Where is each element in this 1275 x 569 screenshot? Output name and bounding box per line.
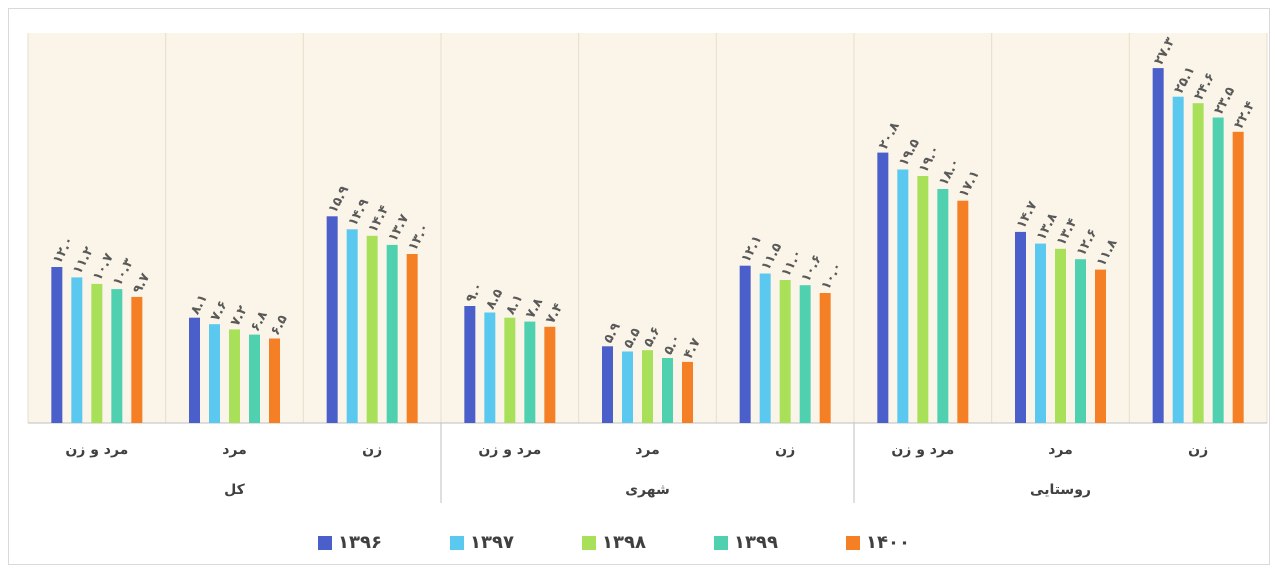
legend-swatch xyxy=(714,536,728,550)
bar xyxy=(111,289,123,423)
bar xyxy=(682,361,693,423)
bar xyxy=(799,285,811,423)
group-label: کل xyxy=(224,482,245,498)
legend-label: ۱۳۹۹ xyxy=(734,532,778,553)
bar xyxy=(1172,96,1184,423)
bar xyxy=(1192,103,1204,423)
x-tick-label: زن xyxy=(775,442,795,458)
bar xyxy=(662,358,673,423)
bar xyxy=(504,317,516,423)
bar xyxy=(326,216,338,423)
bar xyxy=(759,273,771,423)
legend-label: ۱۳۹۷ xyxy=(470,532,514,553)
bar xyxy=(1015,231,1026,423)
bar xyxy=(189,317,200,423)
bar xyxy=(739,265,751,423)
bar xyxy=(406,254,418,423)
bar xyxy=(937,189,949,423)
x-tick-label: مرد xyxy=(1048,442,1073,458)
bar xyxy=(1152,68,1164,423)
legend-swatch xyxy=(318,536,332,550)
bar xyxy=(1212,117,1224,423)
x-tick-label: زن xyxy=(1188,442,1208,458)
legend-swatch xyxy=(582,536,596,550)
legend-label: ۱۳۹۸ xyxy=(602,532,646,553)
bar xyxy=(209,324,220,423)
bar xyxy=(622,351,633,423)
bar xyxy=(51,267,63,423)
bar xyxy=(229,329,240,423)
bar xyxy=(1232,131,1244,424)
bar xyxy=(1075,259,1086,423)
bar xyxy=(1055,248,1066,423)
bar xyxy=(897,169,909,423)
bar xyxy=(249,334,260,423)
legend-label: ۱۴۰۰ xyxy=(866,532,910,553)
bar xyxy=(366,235,378,423)
bar xyxy=(1035,243,1046,423)
bar xyxy=(957,200,969,423)
bar xyxy=(524,321,536,423)
group-label: شهری xyxy=(625,482,670,498)
legend-label: ۱۳۹۶ xyxy=(338,532,382,553)
bar xyxy=(602,346,613,423)
bar xyxy=(819,293,831,423)
bar xyxy=(71,277,83,423)
x-tick-label: مرد و زن xyxy=(478,442,541,458)
x-tick-label: مرد و زن xyxy=(891,442,954,458)
bar xyxy=(779,280,791,423)
bar xyxy=(484,312,496,423)
x-tick-label: مرد xyxy=(222,442,247,458)
bar xyxy=(877,152,889,423)
x-tick-label: مرد xyxy=(635,442,660,458)
bar xyxy=(131,296,143,423)
group-label: روستایی xyxy=(1030,482,1091,498)
legend-swatch xyxy=(846,536,860,550)
bar xyxy=(642,350,653,423)
bar xyxy=(269,338,280,423)
bar xyxy=(91,283,103,423)
x-tick-label: مرد و زن xyxy=(65,442,128,458)
x-tick-label: زن xyxy=(362,442,382,458)
bar xyxy=(464,306,476,423)
legend-swatch xyxy=(450,536,464,550)
bar xyxy=(917,176,929,423)
bar xyxy=(346,229,358,423)
bar xyxy=(1095,269,1106,423)
bar xyxy=(386,244,398,423)
bar xyxy=(544,326,556,423)
